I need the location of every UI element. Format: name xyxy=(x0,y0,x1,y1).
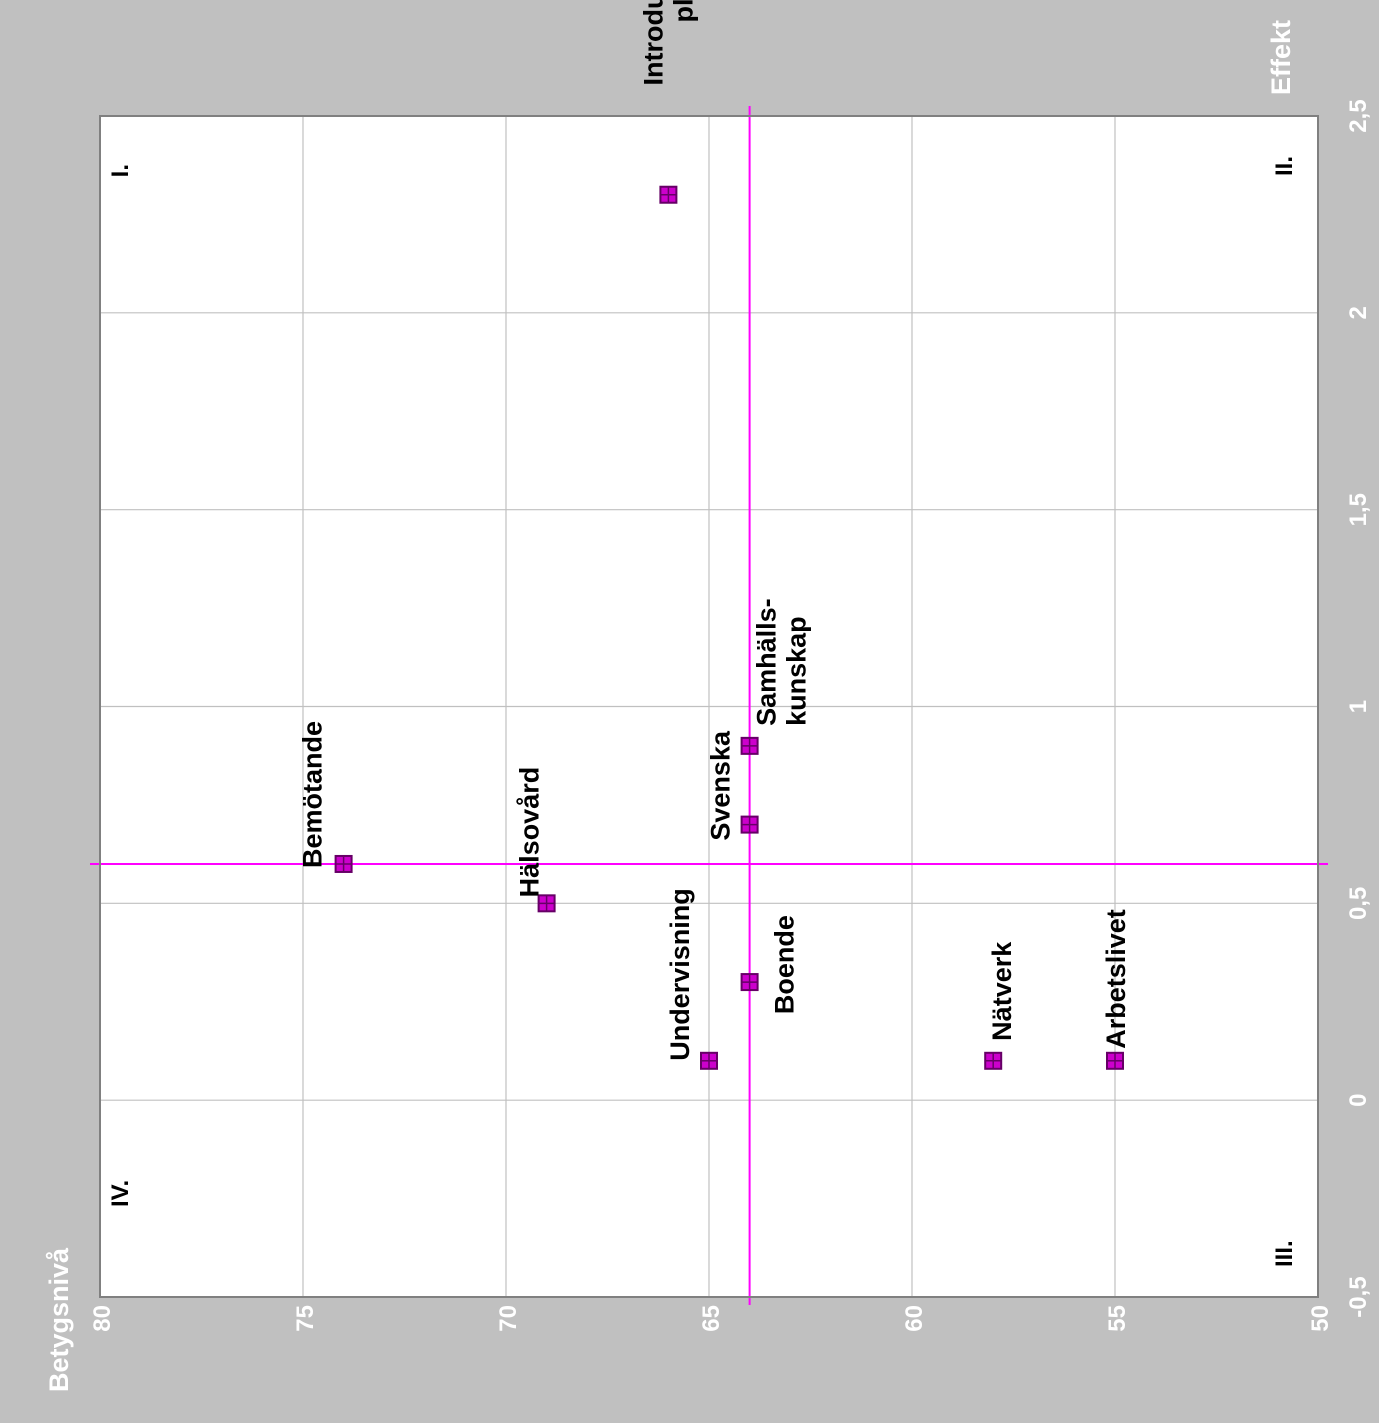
axis-title-effekt: Effekt xyxy=(1266,20,1296,95)
data-point xyxy=(700,1051,718,1070)
data-label: kunskap xyxy=(782,616,812,726)
quadrant-label: III. xyxy=(1271,1240,1298,1267)
data-label: Hälsovård xyxy=(515,767,545,898)
data-label: Arbetslivet xyxy=(1101,909,1131,1049)
tick-label-betyg: 60 xyxy=(901,1305,928,1332)
data-point xyxy=(334,854,353,873)
tick-label-effekt: 2 xyxy=(1345,306,1372,319)
quadrant-label: IV. xyxy=(107,1180,134,1207)
tick-label-effekt: -0,5 xyxy=(1345,1276,1372,1317)
tick-label-betyg: 70 xyxy=(495,1305,522,1332)
quadrant-label: II. xyxy=(1271,156,1298,176)
data-label: Bemötande xyxy=(298,721,328,868)
data-label: Nätverk xyxy=(987,941,1017,1041)
tick-label-effekt: 0,5 xyxy=(1345,887,1372,920)
tick-label-betyg: 80 xyxy=(89,1305,116,1332)
tick-label-effekt: 1,5 xyxy=(1345,493,1372,526)
data-point xyxy=(984,1051,1003,1070)
tick-label-betyg: 55 xyxy=(1104,1305,1131,1332)
data-point xyxy=(537,894,556,913)
tick-label-effekt: 1 xyxy=(1345,700,1372,713)
data-label: Undervisning xyxy=(665,888,695,1061)
data-label: Boende xyxy=(770,915,800,1014)
data-point xyxy=(740,815,759,834)
data-label: Svenska xyxy=(706,730,736,841)
tick-label-effekt: 0 xyxy=(1345,1093,1372,1106)
axis-title-betyg: Betygsnivå xyxy=(44,1247,74,1392)
quadrant-label: I. xyxy=(107,164,134,177)
data-label: Introduktions- xyxy=(638,0,668,85)
data-point xyxy=(740,736,759,755)
data-label: Samhälls- xyxy=(752,598,782,726)
data-point xyxy=(740,973,759,992)
tick-label-betyg: 65 xyxy=(698,1305,725,1332)
tick-label-betyg: 50 xyxy=(1307,1305,1334,1332)
data-label: plan xyxy=(668,0,698,22)
tick-label-betyg: 75 xyxy=(292,1305,319,1332)
data-point xyxy=(1106,1051,1124,1070)
data-point xyxy=(659,185,678,204)
tick-label-effekt: 2,5 xyxy=(1345,99,1372,132)
plot-frame xyxy=(99,115,1319,1298)
